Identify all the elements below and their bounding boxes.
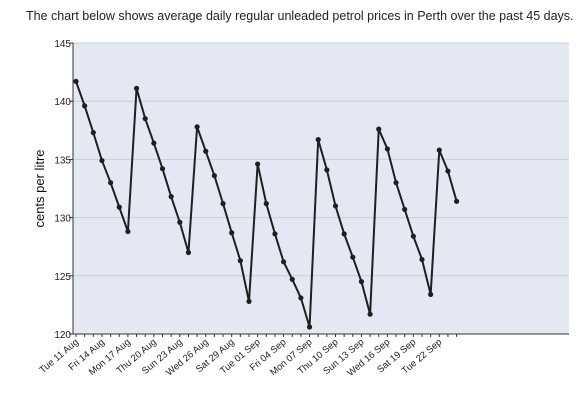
y-tick-label: 135 [54,155,71,166]
data-point [263,201,269,207]
y-axis-ticks: 120 125 130 135 140 145 [54,39,73,341]
y-tick-label: 130 [54,214,71,225]
data-point [315,137,321,143]
series-points [73,78,460,330]
data-point [82,103,88,109]
data-point [203,148,209,154]
data-point [428,291,434,298]
data-point [289,276,295,282]
data-point [419,256,425,263]
data-point [272,231,278,237]
plot-background [73,43,569,334]
data-point [332,203,339,209]
data-point [384,146,390,152]
data-point [454,198,460,204]
data-point [255,161,261,167]
data-point [281,259,287,265]
data-point [211,173,217,179]
data-point [116,204,122,210]
data-point [73,78,79,85]
data-point [220,201,226,207]
data-point [194,124,200,130]
y-tick-label: 125 [54,272,71,283]
y-tick-label: 120 [54,330,71,341]
data-point [133,85,140,91]
data-point [341,231,347,237]
data-point [402,206,408,213]
data-point [350,254,356,260]
data-point [298,295,304,301]
data-point [436,147,442,153]
data-point [306,324,313,330]
data-point [376,126,382,132]
y-axis-label: cents per litre [32,149,47,227]
data-point [324,167,330,173]
data-point [367,311,373,317]
data-point [99,157,105,164]
data-point [246,298,252,305]
data-point [445,168,451,174]
axes [72,43,569,335]
data-point [159,166,166,172]
gridlines [73,42,569,277]
data-point [358,279,365,285]
chart-caption: The chart below shows average daily regu… [26,9,574,23]
data-point [237,258,243,264]
data-point [168,194,174,200]
data-point [125,228,131,235]
data-point [90,130,96,136]
data-point [108,180,114,186]
y-tick-label: 145 [54,39,71,50]
data-point [151,140,157,146]
data-point [177,219,183,225]
data-point [185,249,192,256]
data-point [393,180,399,186]
data-point [229,230,235,236]
y-tick-label: 140 [54,97,71,108]
data-point [142,116,148,122]
data-point [410,233,416,239]
